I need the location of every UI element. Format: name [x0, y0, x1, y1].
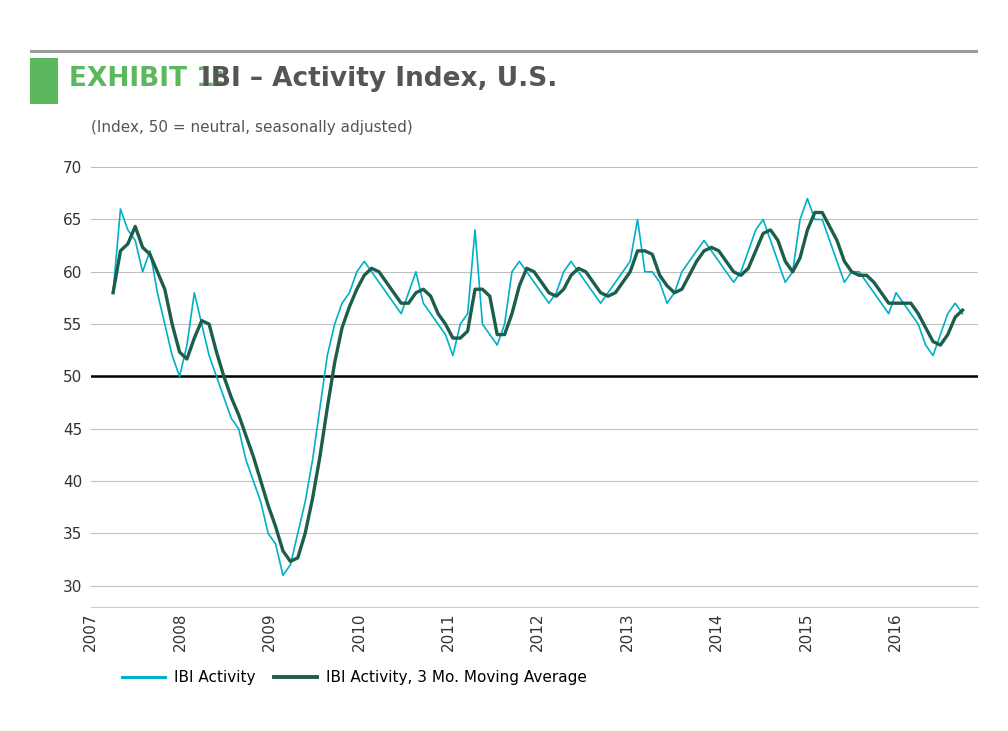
- IBI Activity: [801, 194, 813, 203]
- IBI Activity, 3 Mo. Moving Average: [808, 208, 821, 217]
- IBI Activity: [402, 288, 414, 297]
- IBI Activity, 3 Mo. Moving Average: [683, 271, 696, 280]
- IBI Activity, 3 Mo. Moving Average: [801, 226, 813, 235]
- IBI Activity: [683, 257, 696, 265]
- IBI Activity, 3 Mo. Moving Average: [957, 306, 969, 314]
- Text: EXHIBIT 1:: EXHIBIT 1:: [69, 66, 225, 92]
- IBI Activity: [831, 257, 843, 265]
- Line: IBI Activity: IBI Activity: [113, 199, 963, 575]
- IBI Activity: [277, 571, 289, 580]
- IBI Activity: [957, 309, 969, 318]
- Text: IBI – Activity Index, U.S.: IBI – Activity Index, U.S.: [192, 66, 556, 92]
- IBI Activity, 3 Mo. Moving Average: [905, 299, 917, 308]
- Line: IBI Activity, 3 Mo. Moving Average: IBI Activity, 3 Mo. Moving Average: [113, 213, 963, 561]
- IBI Activity, 3 Mo. Moving Average: [402, 299, 414, 308]
- IBI Activity: [808, 215, 821, 224]
- IBI Activity, 3 Mo. Moving Average: [284, 557, 296, 566]
- IBI Activity: [905, 309, 917, 318]
- Text: (Index, 50 = neutral, seasonally adjusted): (Index, 50 = neutral, seasonally adjuste…: [91, 121, 412, 135]
- Legend: IBI Activity, IBI Activity, 3 Mo. Moving Average: IBI Activity, IBI Activity, 3 Mo. Moving…: [116, 664, 593, 692]
- IBI Activity: [107, 288, 119, 297]
- IBI Activity, 3 Mo. Moving Average: [631, 246, 643, 255]
- IBI Activity, 3 Mo. Moving Average: [831, 236, 843, 245]
- IBI Activity, 3 Mo. Moving Average: [107, 288, 119, 297]
- IBI Activity: [631, 215, 643, 224]
